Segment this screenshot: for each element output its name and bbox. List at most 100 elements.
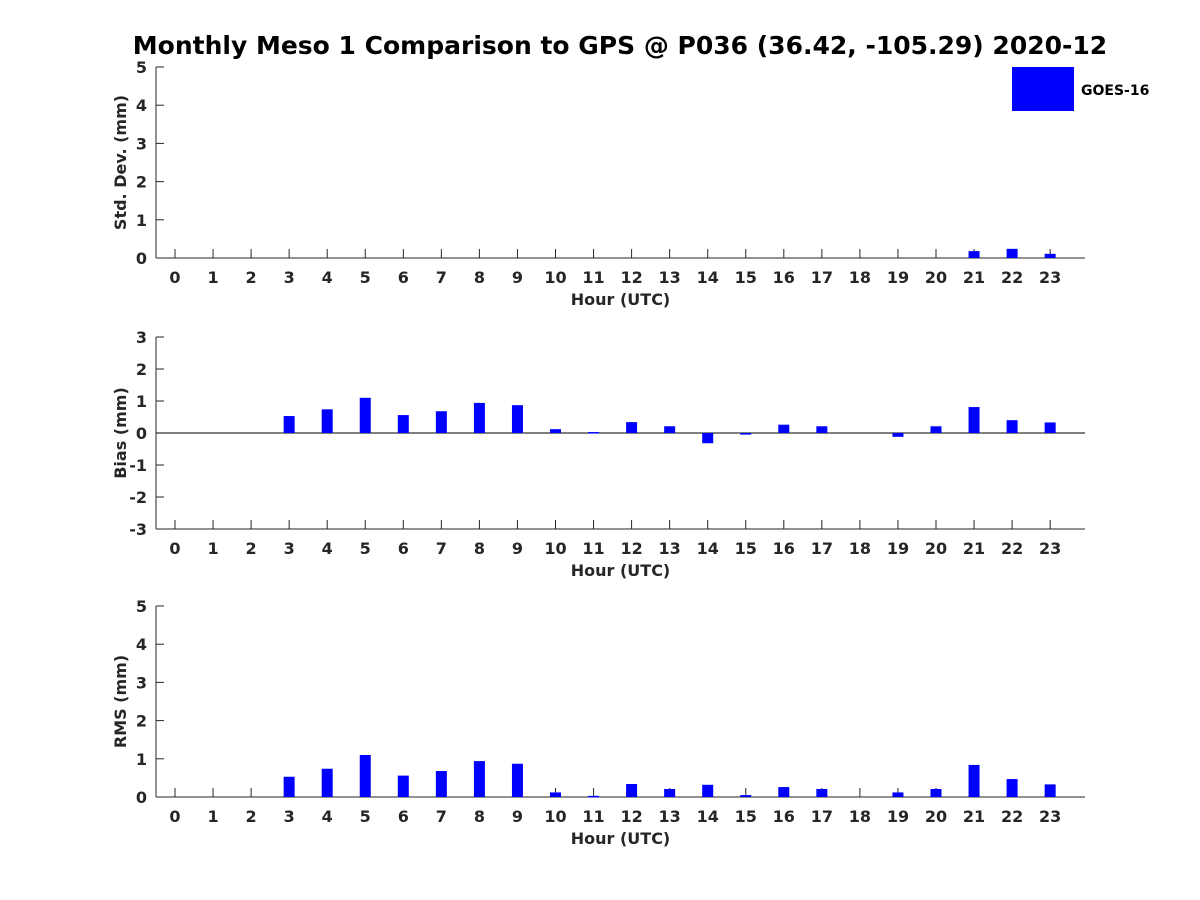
y-tick-label: -1 bbox=[129, 456, 147, 475]
x-tick-label: 23 bbox=[1039, 268, 1061, 287]
bar-hour-15 bbox=[740, 433, 752, 435]
bar-hour-8 bbox=[473, 761, 485, 797]
x-tick-label: 5 bbox=[360, 807, 371, 826]
x-tick-label: 14 bbox=[697, 539, 719, 558]
x-axis-label: Hour (UTC) bbox=[571, 561, 671, 580]
x-tick-label: 13 bbox=[659, 807, 681, 826]
x-tick-label: 16 bbox=[773, 539, 795, 558]
bar-hour-5 bbox=[359, 754, 371, 797]
x-tick-label: 18 bbox=[849, 539, 871, 558]
bar-hour-21 bbox=[968, 407, 980, 433]
y-tick-label: 1 bbox=[136, 392, 147, 411]
x-tick-label: 18 bbox=[849, 807, 871, 826]
x-tick-label: 3 bbox=[284, 807, 295, 826]
x-tick-label: 13 bbox=[659, 268, 681, 287]
x-tick-label: 19 bbox=[887, 268, 909, 287]
bar-hour-22 bbox=[1006, 779, 1018, 797]
bar-hour-13 bbox=[664, 788, 676, 797]
bar-hour-3 bbox=[283, 776, 295, 797]
bar-hour-21 bbox=[968, 764, 980, 797]
bar-hour-21 bbox=[968, 251, 980, 258]
bar-hour-10 bbox=[550, 792, 561, 797]
y-tick-label: -3 bbox=[129, 520, 147, 539]
bar-hour-10 bbox=[550, 429, 561, 433]
bar-hour-3 bbox=[283, 416, 295, 433]
x-tick-label: 1 bbox=[207, 807, 218, 826]
x-tick-label: 19 bbox=[887, 807, 909, 826]
x-tick-label: 0 bbox=[169, 268, 180, 287]
x-tick-label: 2 bbox=[246, 807, 257, 826]
x-tick-label: 3 bbox=[284, 268, 295, 287]
x-axis-label: Hour (UTC) bbox=[571, 290, 671, 309]
x-tick-label: 6 bbox=[398, 807, 409, 826]
x-tick-label: 14 bbox=[697, 268, 719, 287]
x-tick-label: 7 bbox=[436, 807, 447, 826]
x-tick-label: 3 bbox=[284, 539, 295, 558]
x-tick-label: 17 bbox=[811, 268, 833, 287]
y-tick-label: 0 bbox=[136, 424, 147, 443]
bar-hour-19 bbox=[892, 792, 904, 797]
x-tick-label: 11 bbox=[582, 268, 604, 287]
bar-hour-16 bbox=[778, 424, 790, 433]
bar-hour-6 bbox=[397, 775, 409, 797]
bar-hour-11 bbox=[588, 432, 600, 434]
y-tick-label: 1 bbox=[136, 211, 147, 230]
chart-title: Monthly Meso 1 Comparison to GPS @ P036 … bbox=[133, 31, 1107, 60]
bar-hour-23 bbox=[1044, 253, 1056, 258]
x-tick-label: 12 bbox=[620, 268, 642, 287]
bar-hour-13 bbox=[664, 426, 676, 433]
x-tick-label: 9 bbox=[512, 807, 523, 826]
bar-hour-20 bbox=[930, 788, 942, 797]
x-tick-label: 18 bbox=[849, 268, 871, 287]
x-tick-label: 4 bbox=[322, 268, 333, 287]
x-tick-label: 20 bbox=[925, 807, 947, 826]
bar-hour-11 bbox=[588, 795, 600, 798]
bar-hour-4 bbox=[321, 768, 333, 797]
x-tick-label: 15 bbox=[735, 268, 757, 287]
bar-hour-14 bbox=[702, 784, 714, 797]
x-tick-label: 11 bbox=[582, 807, 604, 826]
x-tick-label: 16 bbox=[773, 268, 795, 287]
x-tick-label: 8 bbox=[474, 539, 485, 558]
x-tick-label: 4 bbox=[322, 807, 333, 826]
x-tick-label: 12 bbox=[620, 539, 642, 558]
x-tick-label: 22 bbox=[1001, 539, 1023, 558]
bar-hour-5 bbox=[359, 397, 371, 433]
bar-hour-19 bbox=[892, 433, 904, 437]
x-tick-label: 8 bbox=[474, 268, 485, 287]
y-tick-label: 3 bbox=[136, 673, 147, 692]
bar-hour-15 bbox=[740, 795, 752, 797]
bar-hour-22 bbox=[1006, 248, 1018, 258]
x-tick-label: 17 bbox=[811, 539, 833, 558]
x-tick-label: 12 bbox=[620, 807, 642, 826]
bar-hour-12 bbox=[626, 784, 638, 797]
x-tick-label: 7 bbox=[436, 539, 447, 558]
y-tick-label: 0 bbox=[136, 788, 147, 807]
x-tick-label: 9 bbox=[512, 539, 523, 558]
y-tick-label: 4 bbox=[136, 96, 147, 115]
x-tick-label: 16 bbox=[773, 807, 795, 826]
x-tick-label: 2 bbox=[246, 539, 257, 558]
x-tick-label: 5 bbox=[360, 268, 371, 287]
bar-hour-17 bbox=[816, 788, 828, 797]
y-tick-label: 3 bbox=[136, 134, 147, 153]
bar-hour-20 bbox=[930, 426, 942, 433]
x-tick-label: 14 bbox=[697, 807, 719, 826]
legend-label: GOES-16 bbox=[1081, 83, 1149, 99]
x-tick-label: 10 bbox=[544, 807, 566, 826]
x-tick-label: 10 bbox=[544, 539, 566, 558]
x-tick-label: 17 bbox=[811, 807, 833, 826]
y-axis-label: Std. Dev. (mm) bbox=[111, 95, 130, 230]
y-tick-label: 5 bbox=[136, 58, 147, 77]
bar-hour-22 bbox=[1006, 420, 1018, 433]
x-tick-label: 8 bbox=[474, 807, 485, 826]
x-tick-label: 22 bbox=[1001, 807, 1023, 826]
x-tick-label: 10 bbox=[544, 268, 566, 287]
x-tick-label: 5 bbox=[360, 539, 371, 558]
x-tick-label: 20 bbox=[925, 268, 947, 287]
x-tick-label: 23 bbox=[1039, 807, 1061, 826]
